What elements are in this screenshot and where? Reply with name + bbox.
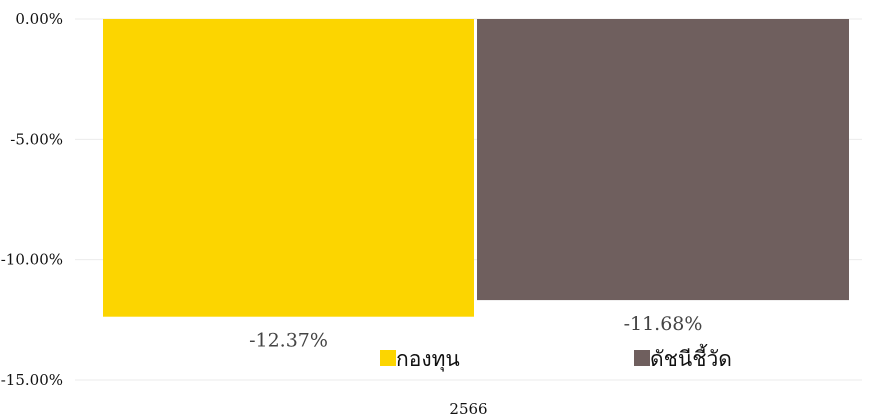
- bar-fund: [103, 19, 474, 317]
- x-category-label: 2566: [449, 400, 487, 416]
- bar-benchmark: [477, 19, 849, 301]
- legend-label: ดัชนีชี้วัด: [650, 344, 732, 371]
- legend-label: กองทุน: [396, 347, 460, 372]
- data-label: -11.68%: [624, 313, 703, 335]
- y-axis-ticks: 0.00% -5.00% -10.00% -15.00%: [1, 10, 63, 389]
- legend-swatch: [634, 350, 650, 366]
- x-axis-categories: 2566: [449, 400, 487, 416]
- y-tick-label: -10.00%: [1, 251, 63, 269]
- y-tick-label: 0.00%: [15, 10, 63, 28]
- legend: กองทุน ดัชนีชี้วัด: [380, 344, 732, 372]
- bars: [103, 19, 849, 317]
- y-tick-label: -15.00%: [1, 371, 63, 389]
- data-labels: -12.37% -11.68%: [249, 313, 702, 352]
- legend-swatch: [380, 350, 396, 366]
- data-label: -12.37%: [249, 330, 328, 352]
- y-tick-label: -5.00%: [10, 130, 63, 148]
